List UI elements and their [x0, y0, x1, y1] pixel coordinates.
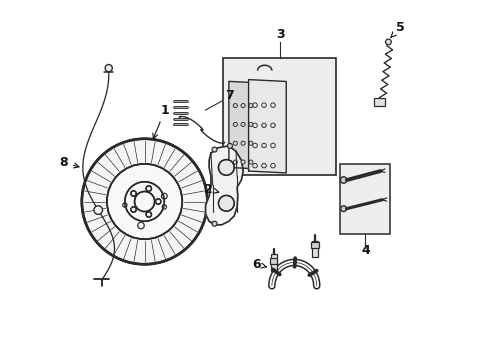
- Polygon shape: [205, 146, 243, 225]
- Circle shape: [94, 206, 102, 214]
- Circle shape: [135, 192, 155, 212]
- Circle shape: [155, 199, 161, 204]
- Circle shape: [270, 163, 275, 168]
- Circle shape: [105, 64, 112, 72]
- Text: 7: 7: [225, 89, 234, 102]
- Text: 6: 6: [252, 258, 267, 271]
- Circle shape: [253, 143, 257, 148]
- Circle shape: [341, 206, 346, 212]
- Text: 3: 3: [276, 28, 285, 41]
- Circle shape: [233, 141, 237, 145]
- Polygon shape: [229, 81, 263, 169]
- Circle shape: [249, 141, 253, 145]
- Circle shape: [262, 143, 266, 148]
- Circle shape: [125, 182, 164, 221]
- Circle shape: [233, 104, 237, 108]
- Circle shape: [249, 160, 253, 164]
- Circle shape: [262, 103, 266, 107]
- Text: 8: 8: [60, 156, 79, 169]
- Circle shape: [219, 195, 234, 211]
- Circle shape: [253, 163, 257, 168]
- Circle shape: [233, 160, 237, 164]
- Circle shape: [341, 177, 347, 183]
- Circle shape: [386, 39, 392, 45]
- Circle shape: [146, 186, 151, 191]
- Circle shape: [227, 143, 232, 148]
- Text: 5: 5: [391, 21, 404, 37]
- Circle shape: [249, 122, 253, 126]
- Circle shape: [131, 191, 136, 196]
- Polygon shape: [248, 80, 286, 173]
- Circle shape: [107, 164, 182, 239]
- Text: 2: 2: [204, 183, 219, 195]
- Circle shape: [241, 160, 245, 164]
- Circle shape: [249, 104, 253, 108]
- Circle shape: [262, 123, 266, 127]
- Bar: [270, 258, 277, 264]
- Circle shape: [270, 143, 275, 148]
- Bar: [223, 58, 337, 175]
- Circle shape: [212, 147, 217, 152]
- Circle shape: [146, 212, 151, 217]
- Circle shape: [270, 103, 275, 107]
- Bar: [311, 242, 318, 248]
- Circle shape: [241, 104, 245, 108]
- Bar: [374, 98, 385, 107]
- Bar: [340, 164, 390, 234]
- Circle shape: [270, 123, 275, 127]
- Circle shape: [212, 221, 217, 226]
- Circle shape: [253, 123, 257, 127]
- Circle shape: [219, 159, 234, 175]
- Circle shape: [253, 103, 257, 107]
- Circle shape: [241, 122, 245, 126]
- Bar: [271, 253, 276, 271]
- Text: 1: 1: [153, 104, 170, 139]
- Bar: [312, 241, 318, 257]
- Circle shape: [82, 139, 207, 264]
- Circle shape: [241, 141, 245, 145]
- Circle shape: [262, 163, 266, 168]
- Circle shape: [131, 207, 136, 212]
- Text: 4: 4: [362, 243, 370, 257]
- Circle shape: [233, 122, 237, 126]
